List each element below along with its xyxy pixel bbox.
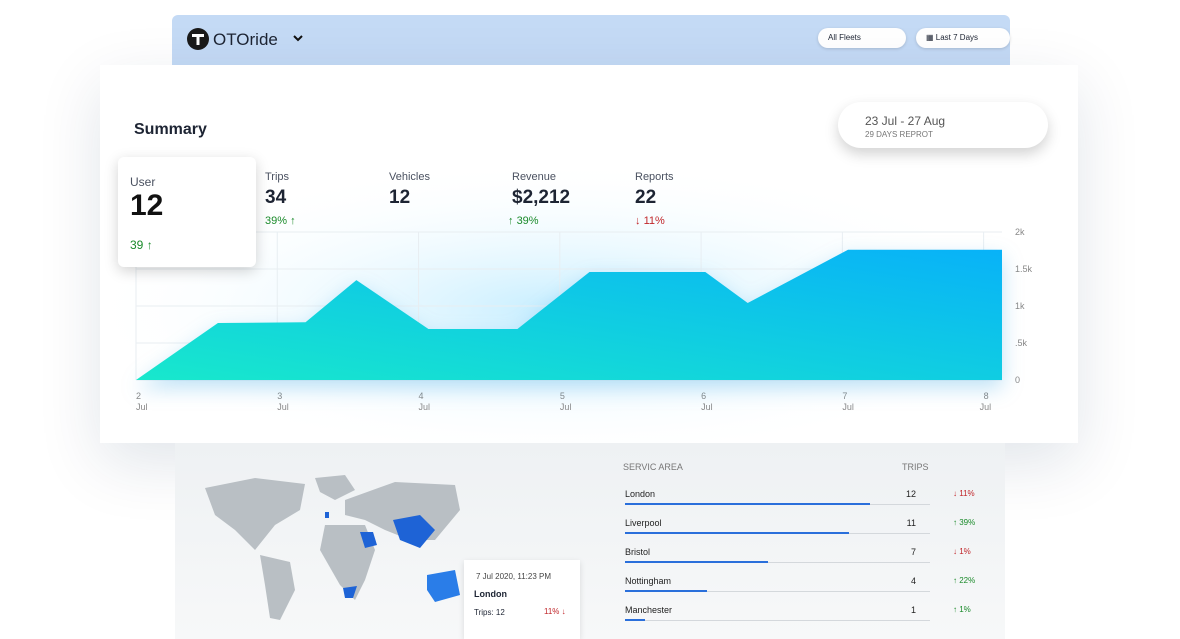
column-header: SERVIC AREA [623, 462, 683, 472]
area-name: Nottingham [625, 576, 672, 586]
change: ↑ 22% [953, 576, 976, 585]
trip-bar [625, 619, 646, 621]
x-tick-label: 3 [277, 391, 282, 401]
column-header: TRIPS [902, 462, 929, 472]
trips: 4 [910, 576, 916, 586]
bottom-panel [175, 443, 1005, 639]
stat-label: Reports [635, 171, 674, 183]
tooltip-change-text: 11% [544, 607, 560, 616]
stat-change-text: 11% [643, 215, 665, 227]
x-tick-sublabel: Jul [277, 402, 289, 412]
map-tooltip: 7 Jul 2020, 11:23 PM London Trips: 12 11… [464, 560, 580, 639]
trip-bar [625, 532, 850, 534]
stat-change: 39 ↑ [130, 238, 153, 252]
stat-value: $2,212 [512, 187, 571, 208]
tooltip-city: London [474, 589, 507, 599]
trips: 12 [905, 489, 916, 499]
stat-change-text: 39 [130, 238, 144, 252]
y-tick-label: 1k [1015, 301, 1025, 311]
report-note: 29 DAYS REPROT [865, 130, 933, 139]
logo-text: OTOride [213, 30, 278, 49]
logo-icon [187, 28, 209, 50]
x-tick-label: 4 [419, 391, 424, 401]
user-card[interactable]: User 12 39 ↑ [118, 157, 256, 267]
change-text: 22% [959, 576, 976, 585]
change: ↓ 11% [953, 489, 975, 498]
stat-value: 12 [130, 189, 164, 222]
y-tick-label: .5k [1015, 338, 1028, 348]
date-card: 23 Jul - 27 Aug 29 DAYS REPROT [838, 102, 1048, 148]
stat-change-text: 39% [516, 215, 539, 227]
x-tick-sublabel: Jul [419, 402, 431, 412]
area-name: Bristol [625, 547, 651, 557]
stat-label: Trips [265, 171, 290, 183]
row-line [625, 562, 930, 563]
stat-label: Vehicles [389, 171, 430, 183]
summary-title: Summary [134, 121, 207, 138]
x-tick-sublabel: Jul [701, 402, 713, 412]
change: ↑ 1% [953, 605, 971, 614]
x-tick-label: 8 [984, 391, 989, 401]
trips: 1 [910, 605, 916, 615]
stat-value: 34 [265, 187, 287, 208]
logo-caret[interactable] [292, 34, 304, 44]
world-map [205, 475, 460, 620]
row-line [625, 620, 930, 621]
trips: 11 [906, 518, 916, 528]
date-range: 23 Jul - 27 Aug [865, 114, 946, 128]
x-tick-label: 2 [136, 391, 141, 401]
stat-change: ↑ 39% [508, 215, 539, 227]
stat-change: 39% ↑ [265, 215, 296, 227]
header: OTOride All Fleets ▦ Last 7 Days [172, 15, 1010, 65]
x-tick-sublabel: Jul [560, 402, 572, 412]
area-name: Manchester [625, 605, 673, 615]
change-text: 11% [959, 489, 975, 498]
fleet-filter[interactable]: All Fleets [818, 28, 906, 48]
fleet-filter-text: All Fleets [828, 33, 861, 42]
y-tick-label: 2k [1015, 227, 1025, 237]
x-tick-sublabel: Jul [136, 402, 148, 412]
x-tick-sublabel: Jul [980, 402, 992, 412]
tooltip-trips: Trips: 12 [474, 608, 505, 617]
date-filter[interactable]: ▦ Last 7 Days [916, 28, 1010, 48]
x-tick-sublabel: Jul [842, 402, 854, 412]
stat-change-text: 39% [265, 215, 288, 227]
tooltip-change: 11% ↓ [544, 607, 566, 616]
tooltip-date: 7 Jul 2020, 11:23 PM [476, 572, 552, 581]
trip-bar [625, 561, 768, 563]
stat-value: 12 [389, 187, 411, 208]
trips: 7 [910, 547, 916, 557]
change-text: 1% [959, 605, 971, 614]
stat-label: User [130, 175, 156, 189]
trip-bar [625, 590, 707, 592]
area-name: Liverpool [625, 518, 662, 528]
change: ↑ 39% [953, 518, 976, 527]
row-line [625, 591, 930, 592]
y-tick-label: 0 [1015, 375, 1020, 385]
stat-label: Revenue [512, 171, 557, 183]
y-tick-label: 1.5k [1015, 264, 1033, 274]
x-tick-label: 7 [842, 391, 847, 401]
trip-bar [625, 503, 870, 505]
change-text: 39% [959, 518, 976, 527]
stat-value: 22 [635, 187, 657, 208]
date-filter-text: Last 7 Days [935, 33, 979, 42]
area [136, 249, 1002, 380]
change: ↓ 1% [953, 547, 971, 556]
x-tick-label: 5 [560, 391, 565, 401]
area-name: London [625, 489, 656, 499]
stat-change: ↓ 11% [635, 215, 665, 227]
x-tick-label: 6 [701, 391, 706, 401]
change-text: 1% [959, 547, 971, 556]
